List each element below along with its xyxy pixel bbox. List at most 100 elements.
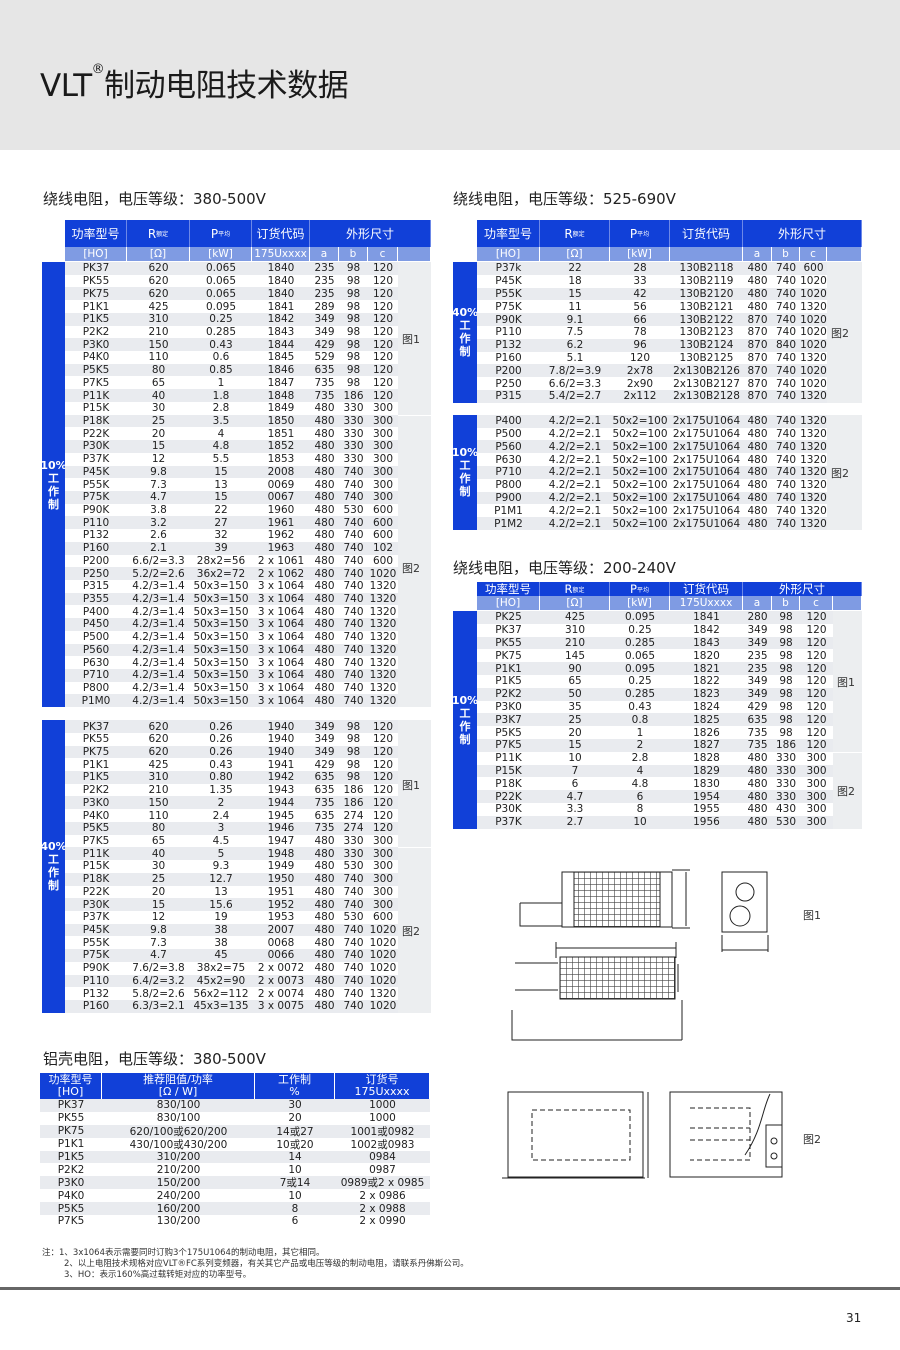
unit-cell: a: [743, 596, 772, 610]
dim-a-cell: 480: [747, 479, 768, 492]
dims-header: 外形尺寸: [310, 220, 431, 247]
resistance-cell: 4.2/3=1.4: [132, 656, 185, 669]
model-cell: P1K5: [82, 313, 110, 326]
dim-a-cell: 480: [314, 414, 335, 427]
dim-c-cell: 120: [372, 338, 394, 351]
dim-b-cell: 740: [775, 390, 797, 403]
power-cell: 0.26: [209, 733, 233, 746]
power-cell: 1: [217, 376, 225, 389]
dim-a-cell: 480: [747, 803, 768, 816]
power-cell: 28x2=56: [196, 554, 246, 567]
dim-c-cell: 600: [372, 529, 394, 542]
dim-c-cell: 300: [372, 847, 394, 860]
dim-a-cell: 429: [747, 700, 768, 713]
figure1-label: 图1: [803, 909, 821, 922]
table-row: P2K2 210 0.285 1843 349 98 120: [65, 326, 398, 339]
resistance-cell: 30: [151, 860, 166, 873]
order-code-cell: 3 x 1064: [257, 682, 305, 695]
resistance-cell: 3.8: [150, 504, 167, 517]
dim-c-cell: 1020: [800, 364, 827, 377]
resistance-cell: 425: [148, 300, 169, 313]
power-cell: 50x3=150: [193, 682, 249, 695]
table-row: P132 6.2 96 130B2124 870 840 1020: [477, 338, 827, 352]
table-header: 功率型号 [HO] 推荐阻值/功率 [Ω / W] 工作制% 订货号 175Uxxxx: [40, 1073, 430, 1099]
model-cell: P75K: [82, 491, 110, 504]
dim-b-cell: 740: [343, 529, 364, 542]
order-code-cell: 2x175U1064: [672, 517, 741, 530]
dim-b-cell: 740: [343, 491, 364, 504]
dim-c-cell: 1320: [800, 491, 827, 504]
table-row: P15K 30 9.3 1949 480 530 300: [65, 860, 398, 873]
dim-a-cell: 480: [314, 911, 335, 924]
order-code-cell: 2x130B2128: [673, 390, 740, 403]
dim-c-cell: 1320: [369, 656, 397, 669]
table-row: P45K 18 33 130B2119 480 740 1020: [477, 275, 827, 288]
table-row: P18K 25 3.5 1850 480 330 300: [65, 414, 398, 428]
unit-cell: 175Uxxxx: [670, 596, 743, 610]
unit-row: [HO] [Ω] [kW] 175Uxxxx a b c: [65, 247, 431, 261]
dim-b-cell: 98: [346, 313, 361, 326]
table-row: P800 4.2/3=1.4 50x3=150 3 x 1064 480 740 1320: [65, 682, 398, 695]
dim-a-cell: 635: [314, 809, 335, 822]
model-cell: P500: [82, 631, 110, 644]
order-code-cell: 1954: [693, 790, 720, 803]
duty-text: 10%: [451, 693, 479, 707]
table-row: PK37 830/100 30 1000: [40, 1099, 430, 1112]
order-code-cell: 3 x 1064: [257, 643, 305, 656]
p-subscript: 平均: [637, 231, 650, 238]
power-cell: 50x2=100: [612, 415, 668, 428]
dim-b-cell: 740: [775, 453, 797, 466]
p-symbol: P: [630, 582, 637, 596]
model-cell: PK75: [57, 1125, 85, 1138]
model-cell: P90K: [82, 962, 110, 975]
dim-a-cell: 870: [747, 313, 768, 326]
resistance-power-header: 推荐阻值/功率 [Ω / W]: [102, 1073, 255, 1099]
header-unit: [Ω / W]: [158, 1085, 198, 1098]
model-cell: P3K0: [495, 700, 522, 713]
resistance-power-cell: 620/100或620/200: [129, 1125, 228, 1138]
dim-c-cell: 120: [372, 313, 394, 326]
resistance-cell: 620: [148, 262, 169, 275]
duty-text: 制: [48, 879, 59, 893]
model-cell: P560: [82, 643, 110, 656]
dim-b-cell: 740: [343, 516, 364, 529]
dim-b-cell: 740: [775, 491, 797, 504]
power-cell: 13: [214, 885, 228, 898]
dim-c-cell: 1320: [369, 631, 397, 644]
dim-a-cell: 480: [314, 554, 335, 567]
model-cell: P2K2: [82, 325, 110, 338]
figure2-views: [502, 1091, 783, 1179]
model-cell: P7K5: [57, 1215, 85, 1228]
dim-b-cell: 330: [343, 453, 364, 466]
order-code-cell: 1841: [693, 611, 720, 624]
dim-a-cell: 870: [747, 390, 768, 403]
order-code-cell: 1843: [693, 636, 720, 649]
model-cell: P30K: [82, 440, 110, 453]
order-code-cell: 0066: [267, 949, 295, 962]
dim-a-cell: 235: [747, 662, 768, 675]
model-cell: P75K: [82, 949, 110, 962]
model-cell: P900: [495, 491, 522, 504]
duty-text: 制: [459, 732, 471, 746]
dim-c-cell: 120: [806, 726, 827, 739]
resistance-cell: 210: [148, 325, 169, 338]
order-code-cell: 1961: [267, 516, 295, 529]
resistance-cell: 310: [148, 771, 169, 784]
dim-c-cell: 1320: [369, 643, 397, 656]
model-cell: PK25: [495, 611, 522, 624]
power-cell: 15: [214, 465, 228, 478]
dim-c-cell: 1320: [369, 694, 397, 707]
unit-cell: [827, 247, 862, 261]
resistance-power-cell: 240/200: [156, 1189, 201, 1202]
dim-c-cell: 1020: [369, 949, 397, 962]
dim-a-cell: 480: [314, 542, 335, 555]
model-cell: PK37: [57, 1099, 85, 1112]
resistance-cell: 6.6/2=3.3: [548, 377, 602, 390]
dim-b-cell: 740: [343, 478, 364, 491]
power-cell: 50x2=100: [612, 504, 668, 517]
order-code-cell: 2 x 1061: [257, 554, 305, 567]
table-row: PK75 620 0.26 1940 349 98 120: [65, 745, 398, 759]
order-code-cell: 1941: [267, 758, 295, 771]
dim-b-cell: 98: [779, 649, 793, 662]
order-code-cell: 2x175U1064: [672, 479, 741, 492]
